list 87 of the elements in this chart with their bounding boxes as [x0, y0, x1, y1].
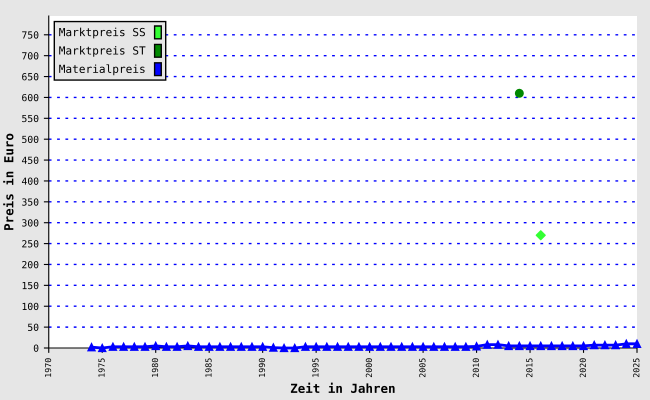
point	[514, 88, 524, 98]
point	[119, 342, 128, 351]
point	[87, 343, 96, 352]
y-tick-label: 0	[34, 344, 38, 352]
x-tick-label: 1990	[258, 358, 266, 377]
point	[162, 342, 171, 351]
point	[536, 230, 546, 240]
point	[536, 342, 545, 350]
point	[290, 344, 299, 352]
x-tick-label: 1975	[98, 358, 105, 377]
point	[590, 340, 598, 350]
point	[622, 340, 630, 348]
y-tick-label: 500	[22, 136, 38, 144]
point	[172, 342, 182, 351]
y-tick-label: 550	[22, 114, 38, 122]
point	[280, 344, 288, 352]
x-tick-label: 1980	[152, 358, 158, 377]
point	[472, 342, 481, 350]
point	[301, 342, 310, 351]
point	[440, 342, 449, 351]
x-tick-label: 2020	[580, 358, 586, 378]
point	[515, 342, 524, 350]
x-tick-label: 1985	[205, 358, 212, 377]
y-tick-label: 200	[22, 260, 38, 268]
point	[108, 342, 118, 351]
point	[600, 340, 610, 350]
point	[152, 342, 160, 350]
point	[354, 342, 364, 351]
y-tick-label: 650	[22, 73, 38, 80]
point	[322, 342, 331, 351]
point	[398, 342, 406, 351]
y-tick-label: 50	[28, 324, 38, 331]
y-tick-label: 600	[22, 94, 38, 102]
point	[258, 342, 267, 351]
y-tick-label: 350	[22, 198, 38, 206]
point	[130, 342, 138, 351]
point	[418, 342, 428, 351]
point	[611, 340, 620, 350]
point	[140, 342, 150, 351]
y-tick-label: 250	[22, 240, 38, 248]
point	[269, 343, 278, 352]
y-tick-label: 300	[22, 219, 38, 227]
point	[462, 342, 470, 351]
x-tick-label: 2000	[366, 358, 372, 378]
y-tick-label: 150	[22, 282, 38, 290]
point	[237, 342, 246, 351]
point	[558, 342, 566, 350]
point	[430, 342, 438, 351]
x-tick-label: 2025	[633, 358, 640, 378]
x-tick-label: 2015	[526, 358, 532, 378]
point	[547, 342, 556, 350]
point	[184, 342, 192, 350]
point	[205, 342, 214, 351]
x-tick-label: 1970	[44, 358, 52, 377]
point	[365, 342, 374, 351]
legend-label: Marktpreis SS	[59, 28, 145, 38]
point	[312, 342, 320, 351]
x-axis-title: Zeit in Jahren	[290, 382, 395, 394]
x-tick-label: 2005	[419, 358, 426, 378]
x-tick-label: 2010	[472, 358, 480, 378]
point	[632, 340, 642, 348]
y-tick-label: 750	[22, 31, 38, 39]
point	[408, 342, 417, 351]
point	[579, 342, 588, 350]
legend-label: Materialpreis	[59, 64, 145, 76]
y-tick-label: 100	[22, 302, 38, 310]
point	[504, 342, 513, 350]
point	[333, 342, 342, 351]
x-tick-label: 1995	[312, 358, 319, 377]
point	[386, 342, 396, 351]
y-tick-label: 700	[22, 52, 38, 60]
point	[376, 342, 384, 351]
point	[344, 342, 352, 351]
point	[568, 342, 577, 350]
point	[194, 342, 203, 351]
legend-label: Marktpreis ST	[59, 46, 146, 57]
point	[494, 340, 502, 349]
y-tick-label: 450	[22, 156, 38, 164]
point	[226, 342, 235, 351]
point	[526, 342, 534, 350]
point	[98, 344, 106, 352]
y-axis-title: Preis in Euro	[3, 134, 14, 230]
point	[483, 340, 492, 349]
point	[248, 342, 256, 351]
point	[451, 342, 460, 351]
point	[216, 342, 224, 351]
y-tick-label: 400	[22, 177, 38, 185]
